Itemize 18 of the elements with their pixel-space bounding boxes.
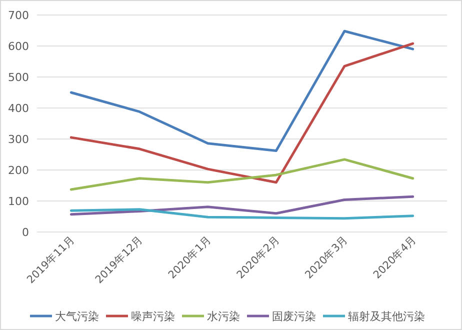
line-series (70, 158, 414, 191)
line-series (70, 42, 414, 184)
y-tick-label: 100 (8, 194, 29, 208)
line-series (70, 208, 414, 220)
y-tick-label: 300 (8, 132, 29, 146)
y-tick-label: 400 (8, 102, 29, 115)
line-series (70, 195, 414, 216)
legend-label: 大气污染 (55, 310, 99, 323)
y-tick-label: 200 (8, 164, 29, 177)
legend-label: 固废污染 (272, 310, 316, 323)
y-tick-label: 700 (8, 8, 29, 22)
legend-label: 辐射及其他污染 (348, 310, 425, 323)
y-tick-label: 500 (8, 70, 29, 84)
legend-label: 水污染 (207, 310, 240, 323)
y-tick-label: 600 (8, 40, 29, 53)
line-series (70, 30, 414, 152)
y-tick-label: 0 (22, 226, 29, 239)
legend-label: 噪声污染 (131, 310, 175, 323)
